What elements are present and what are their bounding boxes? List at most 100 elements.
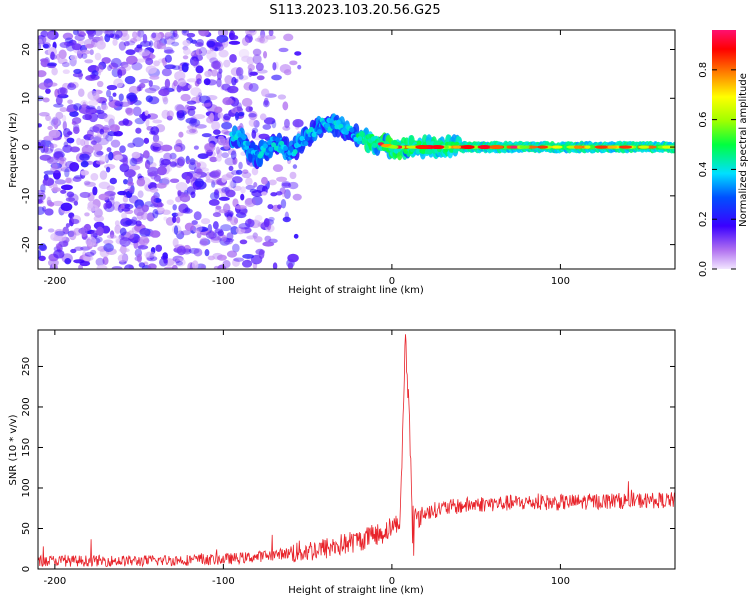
spectrogram-cell bbox=[38, 199, 43, 204]
spectrogram-cell bbox=[232, 243, 240, 253]
spectrogram-cell bbox=[204, 249, 210, 257]
spectrogram-cell bbox=[172, 215, 177, 223]
spectrogram-cell bbox=[195, 65, 204, 74]
spectrogram-cell bbox=[186, 78, 198, 83]
spectrogram-cell bbox=[169, 30, 176, 39]
spectrogram-cell bbox=[155, 244, 163, 252]
spectrogram-x-tick-label: 100 bbox=[551, 276, 570, 287]
spectrogram-cell bbox=[198, 95, 211, 104]
spectrogram-cell bbox=[187, 108, 196, 117]
spectrogram-cell bbox=[88, 99, 99, 106]
spectrogram-cell bbox=[198, 46, 208, 57]
spectrogram-cell bbox=[245, 184, 255, 191]
spectrogram-cell bbox=[256, 75, 265, 81]
spectrogram-cell bbox=[506, 145, 511, 149]
spectrogram-cell bbox=[201, 133, 212, 138]
spectrogram-cell bbox=[276, 176, 288, 182]
spectrogram-cell bbox=[252, 54, 262, 65]
spectrogram-cell bbox=[185, 117, 197, 124]
spectrogram-cell bbox=[99, 170, 108, 180]
spectrogram-cell bbox=[282, 216, 291, 223]
spectrogram-cell bbox=[149, 252, 155, 261]
snr-x-tick-label: 0 bbox=[389, 576, 395, 587]
spectrogram-cell bbox=[594, 145, 609, 149]
spectrogram-cell bbox=[82, 250, 87, 259]
spectrogram-cell bbox=[65, 41, 76, 52]
spectrogram-cell bbox=[73, 68, 82, 74]
spectrogram-cell bbox=[143, 251, 156, 258]
spectrogram-cell bbox=[92, 186, 98, 196]
colorbar-ticks: 0.0 0.2 0.4 0.6 0.8 bbox=[698, 62, 736, 277]
spectrogram-cell bbox=[57, 87, 68, 96]
spectrogram-cell bbox=[164, 32, 173, 37]
spectrogram-cell bbox=[108, 62, 119, 70]
spectrogram-cell bbox=[416, 140, 422, 146]
spectrogram-cell bbox=[119, 227, 127, 236]
spectrogram-cell bbox=[114, 154, 123, 161]
snr-x-ticks: -200 -100 0 100 bbox=[44, 330, 570, 587]
spectrogram-cell bbox=[261, 176, 268, 185]
spectrogram-cell bbox=[106, 84, 118, 91]
spectrogram-cell bbox=[96, 105, 102, 115]
spectrogram-cell bbox=[126, 92, 137, 102]
spectrogram-cell bbox=[71, 214, 82, 225]
spectrogram-cell bbox=[205, 231, 217, 240]
spectrogram-cell bbox=[189, 158, 196, 166]
spectrogram-cell bbox=[220, 191, 227, 199]
spectrogram-cell bbox=[52, 116, 59, 125]
spectrogram-cell bbox=[149, 187, 159, 193]
colorbar-label: Normalized spectral amplitude bbox=[738, 73, 749, 227]
spectrogram-cell bbox=[164, 78, 171, 89]
spectrogram-cell bbox=[187, 125, 193, 130]
spectrogram-cell bbox=[69, 54, 78, 61]
spectrogram-cell bbox=[63, 41, 75, 47]
spectrogram-cell bbox=[122, 157, 128, 167]
spectrogram-y-axis-title: Frequency (Hz) bbox=[8, 112, 19, 188]
spectrogram-cell bbox=[181, 62, 189, 73]
spectrogram-cell bbox=[292, 193, 302, 201]
spectrogram-cell bbox=[216, 77, 222, 88]
spectrogram-cell bbox=[48, 129, 61, 139]
spectrogram-x-tick-label: -200 bbox=[44, 276, 67, 287]
spectrogram-cell bbox=[637, 145, 650, 149]
spectrogram-cell bbox=[114, 224, 122, 234]
spectrogram-cell bbox=[238, 48, 250, 59]
spectrogram-cell bbox=[229, 53, 237, 63]
spectrogram-cell bbox=[182, 208, 193, 214]
spectrogram-cell bbox=[49, 54, 57, 60]
spectrogram-cell bbox=[137, 245, 149, 250]
spectrogram-cell bbox=[357, 136, 363, 142]
spectrogram-cell bbox=[248, 113, 257, 118]
spectrogram-cell bbox=[67, 83, 77, 91]
spectrogram-cell bbox=[308, 126, 314, 133]
spectrogram-cell bbox=[110, 139, 121, 148]
spectrogram-cell bbox=[120, 204, 125, 210]
spectrogram-cell bbox=[194, 42, 204, 48]
spectrogram-cell bbox=[303, 140, 309, 147]
spectrogram-cell bbox=[264, 235, 272, 243]
spectrogram-cell bbox=[112, 92, 117, 97]
spectrogram-cell bbox=[248, 118, 257, 127]
spectrogram-cell bbox=[214, 106, 223, 114]
spectrogram-cell bbox=[153, 40, 163, 50]
spectrogram-cell bbox=[235, 226, 246, 235]
spectrogram-cell bbox=[87, 90, 100, 101]
spectrogram-cell bbox=[142, 33, 148, 44]
spectrogram-cell bbox=[107, 65, 113, 71]
spectrogram-cell bbox=[45, 88, 51, 94]
spectrogram-cell bbox=[131, 216, 138, 225]
spectrogram-cell bbox=[105, 166, 111, 173]
spectrogram-cell bbox=[38, 139, 46, 149]
spectrogram-cell bbox=[87, 30, 94, 40]
spectrogram-cell bbox=[248, 82, 259, 92]
spectrogram-cell bbox=[180, 230, 191, 236]
spectrogram-cell bbox=[145, 251, 153, 261]
spectrogram-cell bbox=[389, 147, 395, 153]
spectrogram-cell bbox=[247, 218, 252, 225]
spectrogram-cell bbox=[96, 226, 104, 237]
spectrogram-x-tick-label: 0 bbox=[389, 276, 395, 287]
spectrogram-cell bbox=[96, 112, 108, 120]
spectrogram-cell bbox=[86, 129, 94, 138]
